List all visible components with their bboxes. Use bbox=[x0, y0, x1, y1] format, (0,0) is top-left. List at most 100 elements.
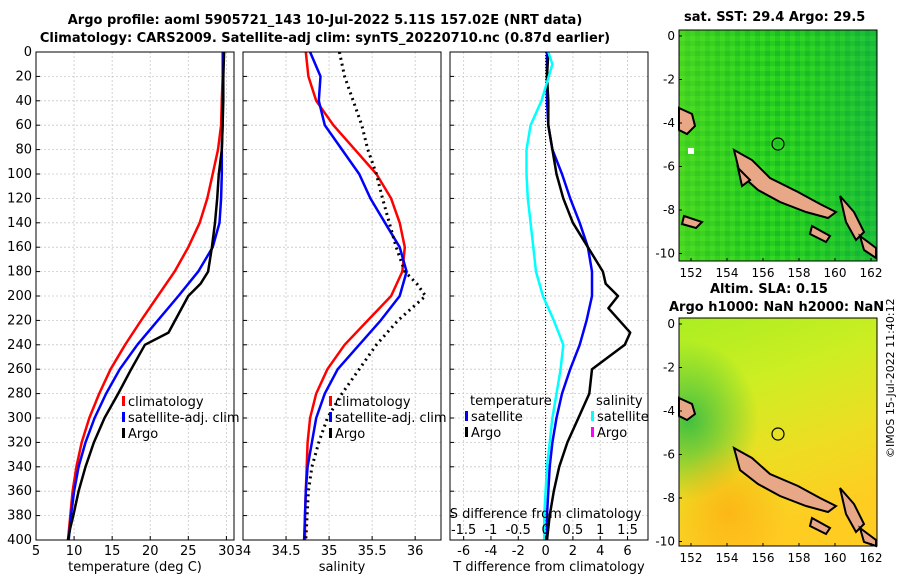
y-tick-label: 240 bbox=[7, 338, 32, 353]
x-axis-label: T difference from climatology bbox=[452, 560, 645, 575]
series-argo bbox=[304, 51, 427, 541]
y-tick-label: 380 bbox=[7, 509, 32, 524]
y-tick-label: 320 bbox=[7, 435, 32, 450]
map-x-tick-label: 160 bbox=[824, 551, 847, 565]
y-tick-label: 100 bbox=[7, 167, 32, 182]
map-x-tick-label: 156 bbox=[752, 266, 775, 280]
map-x-tick-label: 152 bbox=[680, 266, 703, 280]
s-tick-label: 0 bbox=[541, 523, 549, 538]
y-tick-label: 340 bbox=[7, 460, 32, 475]
legend-label: Argo bbox=[597, 426, 627, 441]
x-tick-label: 34.5 bbox=[272, 544, 301, 559]
map-y-tick-label: 0 bbox=[667, 317, 675, 331]
y-tick-label: 20 bbox=[15, 69, 32, 84]
y-tick-label: 280 bbox=[7, 387, 32, 402]
s-tick-label: -1.5 bbox=[451, 523, 476, 538]
map-y-tick-label: -10 bbox=[655, 535, 675, 549]
y-tick-label: 60 bbox=[15, 118, 32, 133]
s-tick-label: 1.5 bbox=[617, 523, 638, 538]
sst-missing-pixel bbox=[688, 148, 694, 154]
x-tick-label: 20 bbox=[142, 544, 159, 559]
y-tick-label: 300 bbox=[7, 411, 32, 426]
x-tick-label: 35.5 bbox=[358, 544, 387, 559]
series-temperature-satellite bbox=[545, 52, 594, 540]
x-tick-label: 25 bbox=[180, 544, 197, 559]
series-climatology bbox=[66, 52, 224, 541]
y-tick-label: 0 bbox=[24, 45, 32, 60]
legend-label: climatology bbox=[128, 395, 204, 410]
map-y-tick-label: -8 bbox=[663, 203, 675, 217]
x-tick-label: 15 bbox=[104, 544, 121, 559]
chart-difference: -6 -4 -2 0 2 4 6T difference from climatology S… bbox=[449, 51, 649, 575]
y-tick-label: 180 bbox=[7, 265, 32, 280]
legend-label: Argo bbox=[471, 426, 501, 441]
y-tick-label: 220 bbox=[7, 313, 32, 328]
s-tick-label: 1 bbox=[596, 523, 604, 538]
s-tick-label: 0.5 bbox=[563, 523, 584, 538]
map-y-tick-label: -4 bbox=[663, 116, 675, 130]
figure-title-line1: Argo profile: aoml 5905721_143 10-Jul-20… bbox=[67, 13, 583, 28]
x-tick-label: 30 bbox=[218, 544, 235, 559]
series-temperature-argo bbox=[545, 51, 632, 541]
map-y-tick-label: -6 bbox=[663, 160, 675, 174]
y-tick-label: 360 bbox=[7, 484, 32, 499]
map-y-tick-label: -2 bbox=[663, 73, 675, 87]
x-tick-label: 36 bbox=[407, 544, 424, 559]
series-argo bbox=[66, 51, 226, 541]
map-y-tick-label: -6 bbox=[663, 448, 675, 462]
sst-argo-location-marker bbox=[771, 137, 785, 151]
x-tick-label: 34 bbox=[235, 544, 252, 559]
sla-map: 152 154 156 158 160 162 0 -2 -4 -6 -8 -10 bbox=[655, 317, 883, 565]
legend-label: Argo bbox=[335, 427, 365, 442]
map-x-tick-label: 158 bbox=[788, 551, 811, 565]
sla-map-title-line1: Altim. SLA: 0.15 bbox=[710, 282, 828, 297]
legend-swatch bbox=[465, 427, 468, 437]
x-axis-label: temperature (deg C) bbox=[68, 560, 202, 575]
y-tick-label: 120 bbox=[7, 191, 32, 206]
sla-land bbox=[678, 396, 877, 548]
map-y-tick-label: -4 bbox=[663, 404, 675, 418]
x-tick-label: -6 bbox=[457, 544, 470, 559]
legend-swatch bbox=[591, 411, 594, 421]
legend-swatch bbox=[122, 396, 125, 406]
legend-swatch bbox=[329, 396, 332, 406]
map-y-tick-label: 0 bbox=[667, 29, 675, 43]
legend-swatch bbox=[465, 411, 468, 421]
legend-label: satellite-adj. clim bbox=[128, 411, 240, 426]
series-salinity-satellite bbox=[525, 51, 565, 540]
chart-temperature: 5 10 15 20 25 3002040608010012014016018020022… bbox=[7, 45, 239, 575]
legend-swatch bbox=[329, 412, 332, 422]
map-x-tick-label: 160 bbox=[824, 266, 847, 280]
y-tick-label: 200 bbox=[7, 289, 32, 304]
x-tick-label: 4 bbox=[596, 544, 604, 559]
x-tick-label: 10 bbox=[66, 544, 83, 559]
x-axis-label: salinity bbox=[319, 560, 366, 575]
map-x-tick-label: 154 bbox=[716, 551, 739, 565]
x-tick-label: -4 bbox=[484, 544, 497, 559]
s-tick-label: -0.5 bbox=[506, 523, 531, 538]
map-x-tick-label: 154 bbox=[716, 266, 739, 280]
figure-title-line2: Climatology: CARS2009. Satellite-adj cli… bbox=[39, 31, 611, 46]
x-tick-label: 0 bbox=[541, 544, 549, 559]
chart-salinity: 34 34.5 35 35.5 36 salinity climatologysatelli… bbox=[235, 51, 447, 575]
legend-label: satellite bbox=[597, 410, 649, 425]
sla-map-title-line2: Argo h1000: NaN h2000: NaN bbox=[669, 300, 885, 315]
y-tick-label: 260 bbox=[7, 362, 32, 377]
legend-swatch bbox=[329, 428, 332, 438]
x-tick-label: -2 bbox=[512, 544, 525, 559]
legend-swatch bbox=[122, 428, 125, 438]
s-difference-label: S difference from climatology bbox=[450, 507, 642, 522]
y-tick-label: 40 bbox=[15, 94, 32, 109]
sla-argo-location-marker bbox=[771, 427, 785, 441]
legend-title-salinity: salinity bbox=[596, 394, 643, 409]
legend-label: satellite bbox=[471, 410, 523, 425]
x-tick-label: 6 bbox=[623, 544, 631, 559]
y-tick-label: 160 bbox=[7, 240, 32, 255]
map-y-tick-label: -2 bbox=[663, 361, 675, 375]
legend-label: satellite-adj. clim bbox=[335, 411, 447, 426]
map-x-tick-label: 152 bbox=[680, 551, 703, 565]
series-climatology bbox=[303, 51, 407, 540]
map-x-tick-label: 158 bbox=[788, 266, 811, 280]
map-x-tick-label: 162 bbox=[860, 551, 883, 565]
